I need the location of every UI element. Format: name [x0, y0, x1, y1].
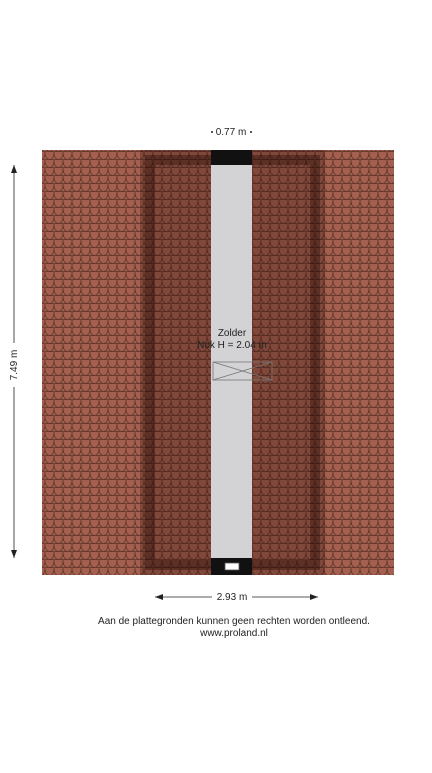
dimension-label: 2.93 m	[217, 592, 248, 603]
dimension-left: 7.49 m	[8, 165, 20, 558]
room-name: Zolder	[218, 328, 247, 339]
disclaimer: Aan de plattegronden kunnen geen rechten…	[98, 616, 370, 627]
website: www.proland.nl	[199, 628, 268, 639]
dimension-bottom: 2.93 m	[155, 590, 318, 604]
dimension-label: 7.49 m	[9, 350, 20, 381]
wall-top	[211, 150, 252, 165]
floor	[211, 165, 252, 558]
dimension-label: 0.77 m	[216, 127, 247, 138]
dimension-top: 0.77 m	[211, 127, 252, 138]
room-height: Nok H = 2.04 m	[197, 340, 267, 351]
window	[224, 562, 240, 571]
hatch	[212, 361, 273, 381]
